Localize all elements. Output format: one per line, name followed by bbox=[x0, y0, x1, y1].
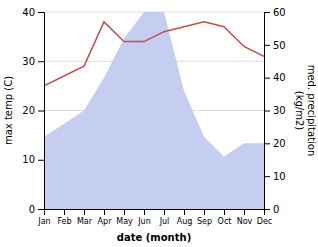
tick-label: Sep bbox=[197, 217, 212, 226]
tick-mark bbox=[264, 143, 270, 144]
tick: 50 bbox=[264, 40, 286, 51]
tick: Jan bbox=[37, 209, 50, 226]
chart: 0 10 20 30 40 0 10 20 30 40 50 60 Jan Feb Mar AprMay Jun… bbox=[0, 0, 318, 247]
tick: 10 bbox=[22, 154, 44, 165]
tick-mark bbox=[204, 209, 205, 215]
tick: 60 bbox=[264, 7, 286, 18]
tick-mark bbox=[264, 176, 270, 177]
tick-mark bbox=[38, 12, 44, 13]
tick-label: 20 bbox=[273, 138, 286, 149]
tick-label: 10 bbox=[273, 171, 286, 182]
tick-label: 0 bbox=[29, 204, 35, 215]
tick-mark bbox=[264, 12, 270, 13]
tick-mark bbox=[264, 45, 270, 46]
tick: Nov bbox=[237, 209, 253, 226]
tick-label: 50 bbox=[273, 40, 286, 51]
tick: Aug bbox=[177, 209, 193, 226]
tick-label: 0 bbox=[273, 204, 279, 215]
tick: Sep bbox=[197, 209, 212, 226]
tick-label: Apr bbox=[98, 217, 113, 226]
x-axis-title: date (month) bbox=[117, 232, 191, 243]
tick: Jul bbox=[159, 209, 170, 226]
tick-label: Dec bbox=[257, 217, 272, 226]
tick-label: May bbox=[116, 217, 133, 226]
tick-mark bbox=[38, 61, 44, 62]
y2-axis-title-line: med. precipitation bbox=[306, 65, 317, 157]
plot: 0 10 20 30 40 0 10 20 30 40 50 60 Jan Feb Mar AprMay Jun… bbox=[3, 7, 317, 243]
tick-mark bbox=[38, 160, 44, 161]
tick-mark bbox=[164, 209, 165, 215]
tick: 20 bbox=[22, 105, 44, 116]
axis-domain bbox=[38, 13, 45, 210]
tick-mark bbox=[104, 209, 105, 215]
tick-label: Aug bbox=[177, 217, 193, 226]
tick: 30 bbox=[264, 105, 286, 116]
tick-label: 60 bbox=[273, 7, 286, 18]
tick: 40 bbox=[264, 72, 286, 83]
y2-axis-title-line: (kg/m2) bbox=[294, 91, 305, 131]
tick-mark bbox=[184, 209, 185, 215]
y-axis-title: max temp (C) bbox=[3, 76, 14, 145]
tick-label: 10 bbox=[22, 154, 35, 165]
axis-domain bbox=[265, 13, 271, 210]
tick: Mar bbox=[77, 209, 93, 226]
tick-mark bbox=[38, 209, 44, 210]
tick-label: 30 bbox=[22, 56, 35, 67]
tick-label: 30 bbox=[273, 105, 286, 116]
tick-label: Oct bbox=[218, 217, 232, 226]
x-axis: Jan Feb Mar AprMay Jun Jul Aug Sep Oct Nov Dec bbox=[37, 209, 272, 226]
tick-label: 20 bbox=[22, 105, 35, 116]
tick-mark bbox=[38, 111, 44, 112]
y-axis: 0 10 20 30 40 bbox=[22, 7, 44, 215]
tick-mark bbox=[244, 209, 245, 215]
tick: May bbox=[116, 209, 133, 226]
tick-mark bbox=[64, 209, 65, 215]
tick: 0 bbox=[264, 204, 279, 215]
tick-mark bbox=[224, 209, 225, 215]
tick: Feb bbox=[57, 209, 71, 226]
tick-label: 40 bbox=[22, 7, 35, 18]
line bbox=[44, 22, 264, 86]
tick-mark bbox=[84, 209, 85, 215]
tick-label: Feb bbox=[57, 217, 71, 226]
tick: 0 bbox=[29, 204, 44, 215]
tick: 30 bbox=[22, 56, 44, 67]
tick-label: Nov bbox=[237, 217, 253, 226]
tick-mark bbox=[264, 78, 270, 79]
tick-mark bbox=[264, 111, 270, 112]
tick-label: Jun bbox=[137, 217, 151, 226]
tick: Dec bbox=[257, 209, 272, 226]
tick: Oct bbox=[218, 209, 232, 226]
tick-label: 40 bbox=[273, 72, 286, 83]
tick-label: Jul bbox=[159, 217, 170, 226]
tick: 40 bbox=[22, 7, 44, 18]
tick-label: Mar bbox=[77, 217, 93, 226]
area bbox=[44, 12, 264, 209]
axis-domain bbox=[45, 210, 265, 216]
tick-label: Jan bbox=[37, 217, 50, 226]
y2-axis: 0 10 20 30 40 50 60 bbox=[264, 7, 286, 215]
y2-axis-title: med. precipitation(kg/m2) bbox=[294, 65, 317, 157]
tick-mark bbox=[144, 209, 145, 215]
tick-mark bbox=[264, 209, 265, 215]
tick: Apr bbox=[98, 209, 113, 226]
tick: 20 bbox=[264, 138, 286, 149]
series-group bbox=[44, 12, 264, 209]
tick: Jun bbox=[137, 209, 151, 226]
tick-mark bbox=[124, 209, 125, 215]
tick-mark bbox=[44, 209, 45, 215]
grid bbox=[44, 12, 264, 209]
tick: 10 bbox=[264, 171, 286, 182]
